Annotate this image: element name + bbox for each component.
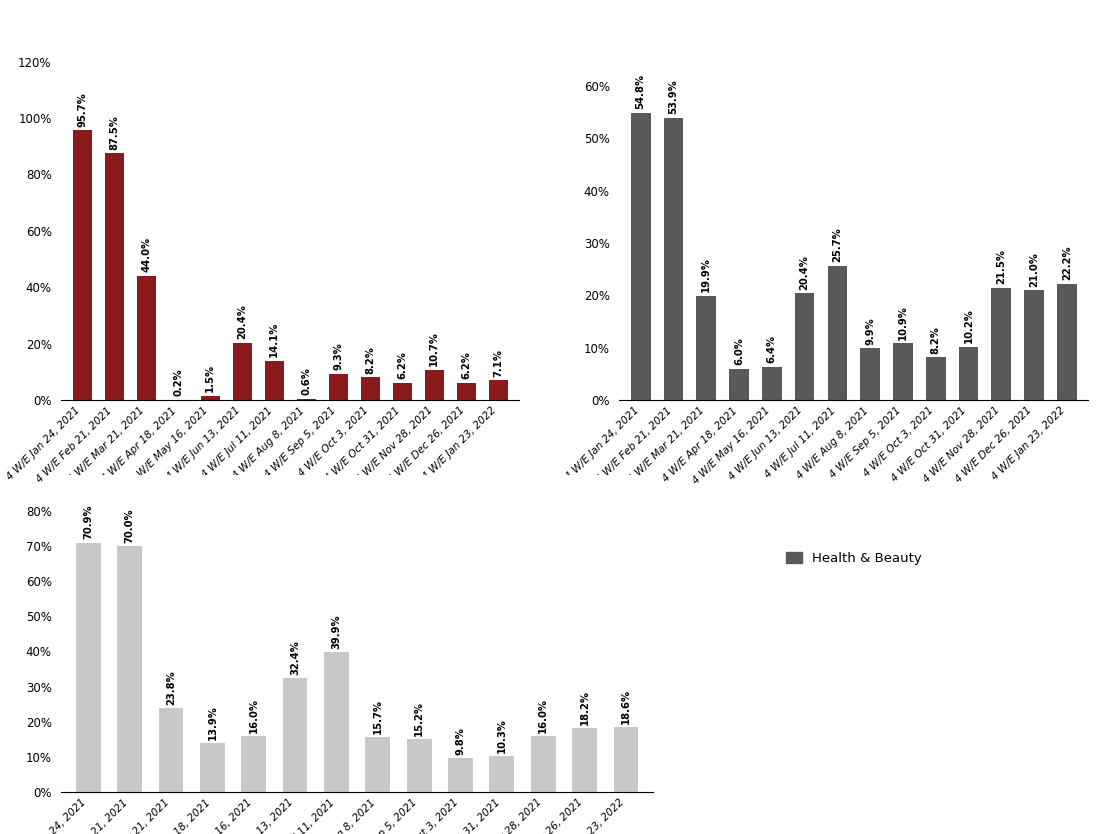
Bar <box>449 758 473 792</box>
Bar <box>73 130 92 400</box>
Bar <box>531 736 556 792</box>
Bar <box>200 743 224 792</box>
Bar <box>489 380 508 400</box>
Bar <box>456 383 475 400</box>
Bar <box>664 118 683 400</box>
Text: 21.0%: 21.0% <box>1029 252 1039 287</box>
Text: 20.4%: 20.4% <box>799 255 809 289</box>
Bar <box>490 756 514 792</box>
Bar <box>105 153 124 400</box>
Text: 14.1%: 14.1% <box>269 321 279 357</box>
Text: 1.5%: 1.5% <box>205 364 215 393</box>
Bar <box>282 678 308 792</box>
Text: 70.9%: 70.9% <box>84 505 94 540</box>
Text: 9.3%: 9.3% <box>334 343 343 370</box>
Bar <box>324 652 349 792</box>
Text: 6.2%: 6.2% <box>397 351 407 379</box>
Bar <box>117 545 142 792</box>
Text: 32.4%: 32.4% <box>290 641 300 675</box>
Bar <box>328 374 348 400</box>
Text: 19.9%: 19.9% <box>701 258 711 293</box>
Text: 7.1%: 7.1% <box>493 349 503 377</box>
Text: 6.4%: 6.4% <box>767 335 777 363</box>
Bar <box>926 357 945 400</box>
Bar <box>264 360 283 400</box>
Text: 0.2%: 0.2% <box>173 369 183 396</box>
Text: 6.2%: 6.2% <box>461 351 471 379</box>
Bar <box>573 728 597 792</box>
Bar <box>729 369 749 400</box>
Bar <box>360 377 379 400</box>
Text: 53.9%: 53.9% <box>668 79 679 114</box>
Text: 39.9%: 39.9% <box>331 614 341 649</box>
Bar <box>406 739 432 792</box>
Bar <box>424 370 444 400</box>
Text: 10.9%: 10.9% <box>898 304 908 339</box>
Bar <box>991 288 1011 400</box>
Text: 16.0%: 16.0% <box>249 698 259 733</box>
Bar <box>860 349 879 400</box>
Bar <box>1057 284 1077 400</box>
Text: 10.3%: 10.3% <box>497 718 507 753</box>
Text: 20.4%: 20.4% <box>238 304 247 339</box>
Text: 6.0%: 6.0% <box>734 337 744 365</box>
Text: 0.6%: 0.6% <box>301 367 311 395</box>
Text: 16.0%: 16.0% <box>538 698 548 733</box>
Legend: Food & Beverage: Food & Beverage <box>214 546 366 570</box>
Bar <box>959 347 979 400</box>
Text: 44.0%: 44.0% <box>141 238 151 273</box>
Text: 23.8%: 23.8% <box>166 671 176 706</box>
Text: 21.5%: 21.5% <box>997 249 1007 284</box>
Bar <box>696 296 716 400</box>
Text: 22.2%: 22.2% <box>1061 246 1071 280</box>
Text: 8.2%: 8.2% <box>931 326 941 354</box>
Bar <box>762 367 781 400</box>
Text: 10.2%: 10.2% <box>963 309 973 343</box>
Bar <box>76 543 100 792</box>
Bar <box>828 265 847 400</box>
Bar <box>365 737 391 792</box>
Legend: Health & Beauty: Health & Beauty <box>780 546 927 570</box>
Text: 87.5%: 87.5% <box>109 115 119 149</box>
Bar <box>1024 290 1043 400</box>
Text: 18.6%: 18.6% <box>620 689 631 724</box>
Text: 10.7%: 10.7% <box>430 332 440 366</box>
Text: 18.2%: 18.2% <box>579 690 589 725</box>
Text: 9.8%: 9.8% <box>455 726 465 755</box>
Bar <box>893 343 913 400</box>
Bar <box>631 113 651 400</box>
Bar <box>297 399 316 400</box>
Text: 25.7%: 25.7% <box>833 227 843 262</box>
Bar <box>393 383 412 400</box>
Text: 95.7%: 95.7% <box>77 92 87 127</box>
Bar <box>614 726 638 792</box>
Bar <box>201 396 220 400</box>
Text: 15.2%: 15.2% <box>414 701 424 736</box>
Bar <box>795 294 815 400</box>
Text: 15.7%: 15.7% <box>373 699 383 734</box>
Bar <box>136 276 156 400</box>
Text: 54.8%: 54.8% <box>636 74 646 109</box>
Text: 9.9%: 9.9% <box>865 317 875 344</box>
Bar <box>232 343 252 400</box>
Text: 13.9%: 13.9% <box>208 706 218 741</box>
Text: 70.0%: 70.0% <box>125 508 135 543</box>
Bar <box>158 709 183 792</box>
Bar <box>241 736 266 792</box>
Text: 8.2%: 8.2% <box>365 345 375 374</box>
